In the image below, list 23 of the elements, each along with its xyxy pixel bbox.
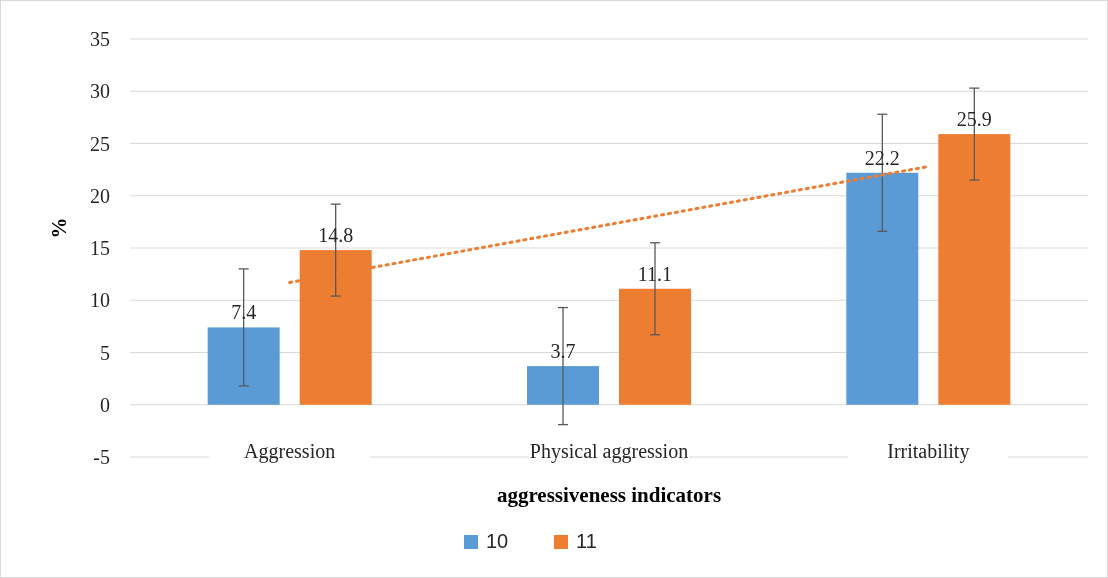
legend-label: 10 xyxy=(486,530,509,552)
x-tick-label: Irritability xyxy=(887,440,970,463)
data-label: 11.1 xyxy=(637,262,673,285)
y-tick-label: 30 xyxy=(90,80,110,103)
y-tick-label: 5 xyxy=(100,341,110,364)
y-tick-label: 10 xyxy=(90,289,110,312)
bar xyxy=(207,327,280,405)
bar xyxy=(527,366,599,405)
x-axis-title: aggressiveness indicators xyxy=(496,483,722,507)
y-tick-label: -5 xyxy=(93,446,110,468)
y-tick-label: 35 xyxy=(90,28,110,50)
x-tick-label: Physical aggression xyxy=(529,440,689,463)
legend-label: 11 xyxy=(576,530,597,552)
bar xyxy=(846,172,919,405)
bar xyxy=(619,288,691,405)
x-tick-label: Aggression xyxy=(244,440,336,463)
y-tick-label: 15 xyxy=(90,237,110,259)
y-tick-label: 20 xyxy=(90,184,110,207)
bar xyxy=(938,134,1011,405)
y-tick-label: 25 xyxy=(90,132,110,155)
y-axis-title: % xyxy=(47,217,71,239)
y-tick-label: 0 xyxy=(100,393,110,416)
data-label: 3.7 xyxy=(550,340,576,363)
